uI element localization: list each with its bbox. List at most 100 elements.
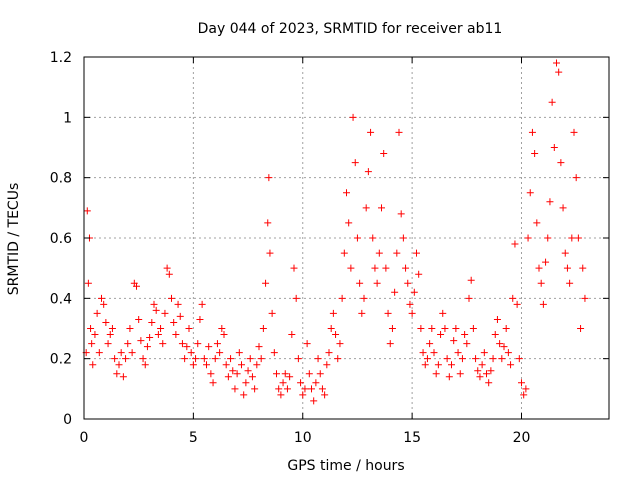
data-point — [353, 234, 361, 242]
y-axis-title: SRMTID / TECUs — [6, 183, 22, 296]
data-point — [546, 198, 554, 206]
data-point — [187, 349, 195, 357]
data-point — [467, 276, 475, 284]
data-point — [423, 355, 431, 363]
data-point — [277, 391, 285, 399]
data-point — [185, 325, 193, 332]
data-point — [235, 349, 243, 357]
data-point — [528, 128, 536, 136]
data-point — [170, 318, 178, 326]
data-point — [474, 367, 482, 375]
data-point — [504, 349, 512, 357]
data-point — [124, 340, 132, 348]
data-point — [238, 361, 245, 369]
data-point — [419, 349, 427, 357]
x-axis-ticks: 0 5 10 15 20 — [80, 57, 530, 446]
data-point — [95, 349, 103, 357]
data-point — [456, 370, 464, 378]
data-point — [437, 331, 445, 339]
data-point — [382, 264, 390, 272]
data-point — [150, 300, 158, 308]
data-point — [393, 249, 401, 257]
data-point — [305, 370, 313, 378]
data-point — [314, 355, 322, 363]
data-point — [493, 315, 501, 323]
data-point — [421, 361, 429, 369]
data-point — [441, 325, 449, 332]
data-point — [279, 379, 287, 387]
data-point — [115, 361, 123, 369]
data-point — [316, 370, 324, 378]
data-point — [577, 325, 585, 332]
data-point — [257, 355, 265, 363]
data-point — [216, 349, 224, 357]
data-point — [507, 361, 515, 369]
data-point — [213, 340, 221, 348]
data-point — [224, 373, 232, 381]
data-point — [443, 355, 451, 363]
data-point — [515, 355, 523, 363]
data-point — [378, 204, 385, 212]
data-point — [458, 355, 466, 363]
data-point — [343, 189, 350, 197]
data-point — [373, 279, 381, 287]
data-point — [329, 309, 337, 317]
data-point — [432, 370, 440, 378]
data-point — [574, 234, 582, 242]
data-point — [227, 355, 235, 363]
data-point — [349, 113, 357, 121]
data-point — [283, 385, 291, 393]
data-point — [369, 234, 377, 242]
data-point — [290, 264, 298, 272]
data-point — [141, 361, 149, 369]
data-point — [434, 361, 442, 369]
data-point — [518, 379, 525, 387]
data-point — [270, 349, 278, 357]
data-point — [579, 264, 587, 272]
data-point — [233, 370, 241, 378]
data-point — [452, 325, 460, 332]
data-point — [526, 189, 534, 197]
data-point — [384, 309, 392, 317]
data-point — [491, 331, 499, 339]
data-point — [148, 318, 156, 326]
data-point — [448, 361, 455, 369]
data-point — [535, 264, 543, 272]
data-point — [106, 331, 114, 339]
data-point — [246, 355, 254, 363]
data-point — [154, 331, 162, 339]
data-point — [439, 309, 447, 317]
data-point — [209, 379, 217, 387]
data-point — [325, 349, 333, 357]
data-point — [472, 355, 480, 363]
data-point — [360, 294, 368, 302]
data-point — [152, 306, 160, 314]
data-point — [480, 349, 488, 357]
data-point — [496, 340, 504, 348]
data-point — [183, 343, 191, 351]
data-point — [367, 128, 375, 136]
data-point — [157, 325, 165, 332]
data-point — [555, 68, 563, 76]
data-point — [176, 312, 184, 320]
data-point — [196, 315, 204, 323]
data-point — [310, 397, 318, 405]
y-tick-label: 1.2 — [50, 50, 72, 66]
data-point — [192, 355, 200, 363]
data-point — [513, 300, 521, 308]
data-point — [242, 379, 250, 387]
data-point — [533, 219, 541, 227]
data-point — [476, 373, 484, 381]
data-point — [174, 300, 182, 308]
data-point — [485, 379, 493, 387]
data-point — [498, 355, 506, 363]
data-point — [548, 98, 556, 106]
data-point — [111, 355, 119, 363]
data-point — [364, 168, 372, 176]
data-point — [218, 325, 226, 332]
data-point — [207, 370, 215, 378]
chart-title: Day 044 of 2023, SRMTID for receiver ab1… — [198, 21, 503, 37]
data-point — [524, 234, 532, 242]
data-point — [178, 340, 186, 348]
data-point — [240, 391, 248, 399]
